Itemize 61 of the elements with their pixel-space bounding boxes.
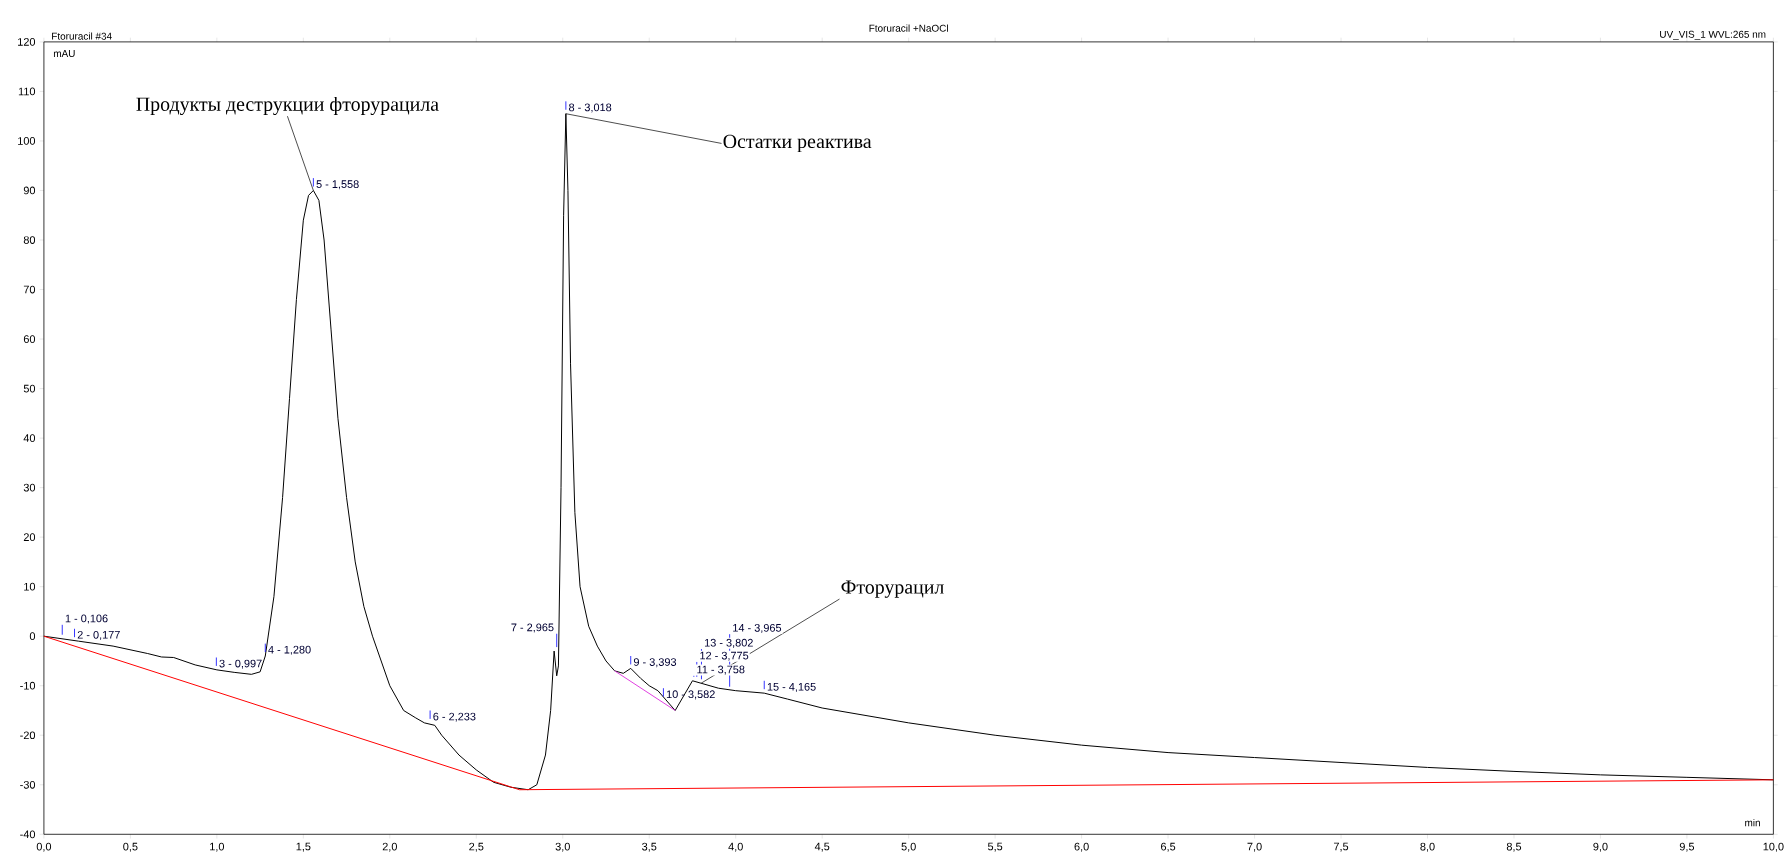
- y-tick-label: 110: [18, 87, 36, 96]
- annotation: 3 - 0,997: [219, 659, 262, 669]
- x-tick-label: 7,5: [1333, 842, 1349, 852]
- annotation: 4 - 1,280: [268, 645, 311, 655]
- annotation: 6 - 2,233: [433, 712, 476, 722]
- annotation: 9 - 3,393: [633, 658, 677, 668]
- y-tick-label: -40: [20, 830, 36, 839]
- annotation: Остатки реактива: [723, 134, 872, 152]
- x-tick-label: 0,0: [36, 842, 52, 852]
- y-tick-label: 10: [24, 582, 36, 591]
- annotation: 2 - 0,177: [77, 630, 120, 640]
- x-tick-label: 4,0: [728, 842, 743, 852]
- y-tick-label: 60: [23, 335, 36, 343]
- y-tick-label: -20: [20, 731, 36, 739]
- x-tick-label: 6,5: [1161, 842, 1176, 852]
- text: Ftoruracil #34: [52, 32, 112, 40]
- annotation: 5 - 1,558: [316, 180, 359, 190]
- x-tick-label: 6,0: [1074, 842, 1089, 852]
- x-tick-label: 4,5: [814, 842, 830, 852]
- x-tick-label: 8,0: [1420, 842, 1435, 852]
- annotation: 8 - 3,018: [569, 103, 612, 113]
- y-tick-label: 20: [23, 533, 36, 541]
- annotation: 11 - 3,758: [697, 665, 745, 675]
- annotation: 7 - 2,965: [511, 623, 554, 633]
- annotation: Продукты деструкции фторурацила: [136, 96, 439, 115]
- y-tick-label: 50: [23, 384, 36, 393]
- x-axis-title: min: [1745, 818, 1760, 827]
- y-tick-label: 80: [23, 236, 36, 244]
- annotation: Фторурацил: [841, 580, 944, 598]
- x-tick-label: 9,0: [1593, 842, 1608, 852]
- y-tick-label: 0: [29, 632, 36, 640]
- chart-title: Ftoruracil +NaOCl: [869, 24, 948, 32]
- y-tick-label: 120: [18, 37, 36, 46]
- annotation: 10 - 3,582: [666, 690, 715, 700]
- x-tick-label: 5,5: [987, 842, 1003, 852]
- annotation: 15 - 4,165: [767, 682, 816, 692]
- x-tick-label: 3,0: [555, 842, 570, 852]
- annotation: 12 - 3,775: [700, 651, 749, 661]
- y-tick-label: 70: [23, 285, 36, 294]
- y-axis-title: mAU: [53, 49, 75, 57]
- annotation: 13 - 3,802: [704, 638, 753, 648]
- x-tick-label: 0,5: [123, 842, 138, 852]
- text: UV_VIS_1 WVL:265 nm: [1660, 30, 1766, 40]
- x-tick-label: 2,0: [382, 842, 397, 852]
- x-tick-label: 8,5: [1506, 842, 1522, 852]
- y-tick-label: 100: [18, 136, 36, 145]
- y-tick-label: -10: [20, 681, 36, 690]
- x-tick-label: 1,0: [210, 842, 225, 852]
- y-tick-label: 40: [23, 434, 36, 442]
- x-tick-label: 5,0: [901, 842, 916, 852]
- x-tick-label: 3,5: [642, 842, 657, 852]
- x-tick-label: 1,5: [296, 842, 311, 852]
- x-tick-label: 2,5: [469, 842, 484, 852]
- y-tick-label: 90: [23, 186, 36, 195]
- x-tick-label: 9,5: [1679, 842, 1695, 852]
- annotation: 14 - 3,965: [733, 623, 782, 633]
- annotation: 1 - 0,106: [65, 614, 108, 624]
- x-tick-label: 7,0: [1247, 842, 1262, 852]
- y-tick-label: 30: [23, 483, 36, 492]
- y-tick-label: -30: [20, 780, 36, 789]
- x-tick-label: 10,0: [1763, 842, 1784, 852]
